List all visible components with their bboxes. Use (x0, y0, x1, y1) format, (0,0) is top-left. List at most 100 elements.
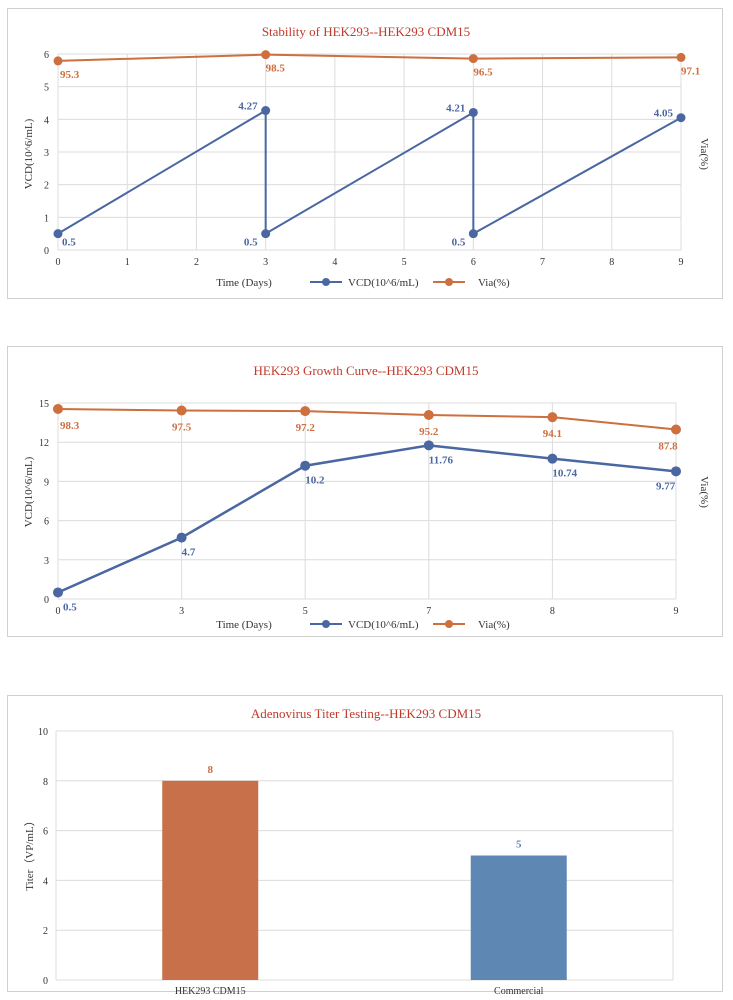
y-tick-label: 12 (39, 438, 49, 449)
vcd-data-label: 0.5 (244, 237, 258, 249)
x-tick-label: 8 (609, 257, 614, 268)
via-data-label: 94.1 (543, 428, 562, 440)
y-tick-label: 8 (43, 777, 48, 788)
vcd-data-label: 0.5 (62, 237, 76, 249)
vcd-data-label: 4.05 (654, 108, 674, 120)
y-tick-label: 5 (44, 83, 49, 94)
bar (162, 780, 259, 980)
legend: VCD(10^6/mL) Via(%) (310, 277, 510, 289)
vcd-point (468, 107, 478, 117)
vcd-data-label: 10.74 (552, 468, 577, 480)
y-tick-label: 4 (43, 876, 48, 887)
via-data-label: 98.5 (266, 63, 286, 75)
chart-title: Stability of HEK293--HEK293 CDM15 (262, 24, 470, 39)
via-data-label: 96.5 (473, 67, 493, 79)
y-tick-label: 1 (44, 213, 49, 224)
y-axis-title: VCD(10^6/mL) (23, 456, 35, 527)
legend-label-via: Via(%) (478, 619, 510, 631)
bar-value-label: 8 (208, 764, 214, 776)
via-point (547, 412, 558, 423)
vcd-point (547, 453, 558, 464)
y-tick-label: 2 (43, 926, 48, 937)
vcd-line (57, 444, 677, 594)
x-tick-label: 0 (56, 257, 61, 268)
chart-title: HEK293 Growth Curve--HEK293 CDM15 (254, 363, 479, 378)
vcd-line (57, 108, 682, 236)
vcd-data-label: 10.2 (305, 475, 325, 487)
x-axis-title: Time (Days) (216, 277, 272, 289)
y-tick-label: 0 (43, 976, 48, 987)
via-data-label: 97.1 (681, 65, 700, 77)
x-tick-label: 1 (125, 257, 130, 268)
via-data-label: 97.2 (296, 422, 316, 434)
via-line (57, 407, 677, 431)
legend-label-via: Via(%) (478, 277, 510, 289)
via-data-label: 98.3 (60, 420, 80, 432)
vcd-point (423, 440, 434, 451)
via-point (300, 406, 311, 417)
via-point (671, 424, 681, 435)
vcd-data-label: 4.21 (446, 102, 465, 114)
vcd-data-label: 0.5 (452, 237, 466, 249)
x-tick-label: 7 (426, 606, 431, 617)
titer-chart-panel: Adenovirus Titer Testing--HEK293 CDM15 0… (7, 695, 723, 997)
y-tick-label: 3 (44, 556, 49, 567)
via-point (53, 403, 63, 414)
y-axis-title: Titer（VP/mL） (23, 815, 36, 890)
chart-title: Adenovirus Titer Testing--HEK293 CDM15 (251, 706, 481, 721)
y2-axis-title: Via(%) (698, 138, 710, 170)
y-tick-label: 0 (44, 595, 49, 606)
y-tick-label: 9 (44, 477, 49, 488)
x-tick-label: HEK293 CDM15 (175, 986, 246, 997)
x-tick-label: 3 (179, 606, 184, 617)
via-point (468, 54, 478, 64)
legend: VCD(10^6/mL) Via(%) (310, 619, 510, 631)
via-point (676, 52, 686, 62)
vcd-point (676, 113, 686, 123)
vcd-point (300, 460, 311, 471)
vcd-data-label: 9.77 (656, 480, 676, 492)
via-data-label: 87.8 (658, 441, 678, 453)
via-point (423, 410, 434, 421)
x-tick-label: 7 (540, 257, 545, 268)
x-tick-label: 5 (402, 257, 407, 268)
vcd-data-label: 4.27 (238, 101, 258, 113)
x-tick-label: 9 (674, 606, 679, 617)
vcd-point (53, 587, 63, 598)
x-tick-label: 4 (332, 257, 337, 268)
vcd-data-label: 4.7 (182, 547, 196, 559)
via-data-label: 97.5 (172, 422, 192, 434)
x-tick-label: 0 (56, 606, 61, 617)
x-tick-label: 2 (194, 257, 199, 268)
vcd-point (671, 466, 681, 477)
y-tick-label: 15 (39, 399, 49, 410)
stability-chart: Stability of HEK293--HEK293 CDM15 0 1 2 3 4 5… (23, 24, 710, 289)
vcd-data-label: 0.5 (63, 601, 77, 613)
via-point (53, 56, 63, 66)
vcd-point (261, 229, 271, 239)
vcd-point (176, 532, 187, 543)
via-line (57, 53, 682, 62)
x-tick-label: 3 (263, 257, 268, 268)
vcd-data-label: 11.76 (429, 454, 454, 466)
via-data-label: 95.3 (60, 69, 80, 81)
y-axis-title: VCD(10^6/mL) (23, 118, 35, 189)
bar (470, 855, 567, 980)
x-tick-label: 9 (679, 257, 684, 268)
y2-axis-title: Via(%) (698, 476, 710, 508)
legend-label-vcd: VCD(10^6/mL) (348, 277, 419, 289)
x-tick-label: 8 (550, 606, 555, 617)
x-axis-title: Time (Days) (216, 619, 272, 631)
via-point (261, 50, 271, 60)
growth-curve-panel: HEK293 Growth Curve--HEK293 CDM15 0 3 5 7 8 9… (7, 346, 723, 637)
legend-marker-vcd (322, 620, 330, 628)
y-tick-label: 6 (44, 517, 49, 528)
via-point (176, 405, 187, 416)
legend-marker-via (445, 278, 453, 286)
legend-label-vcd: VCD(10^6/mL) (348, 619, 419, 631)
legend-marker-vcd (322, 278, 330, 286)
via-data-label: 95.2 (419, 426, 439, 438)
y-tick-label: 2 (44, 181, 49, 192)
vcd-point (53, 229, 63, 239)
stability-chart-panel: Stability of HEK293--HEK293 CDM15 0 1 2 3 4 5… (7, 8, 723, 299)
